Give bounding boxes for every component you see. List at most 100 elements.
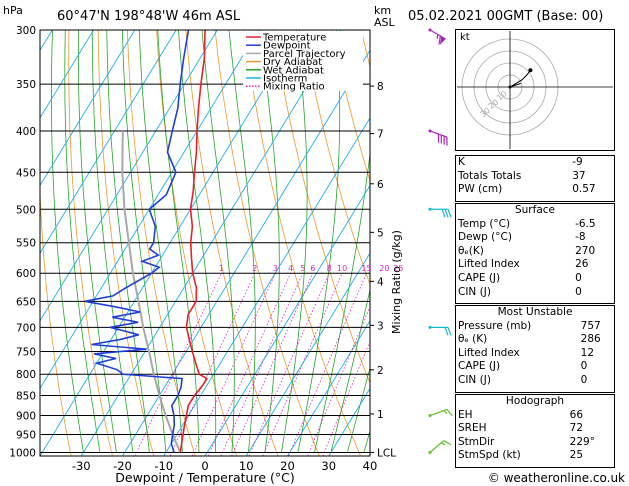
pressure-tick-label: 300 [16, 25, 36, 37]
mu-row: Lifted Index 12 [455, 347, 615, 361]
hpa-label: hPa [3, 4, 23, 17]
index-label: Lifted Index [458, 346, 520, 359]
pressure-tick-label: 800 [16, 369, 36, 381]
surface-row: Dewp (°C) -8 [455, 231, 615, 245]
legend-entry: Mixing Ratio [263, 82, 325, 93]
hodograph-title-row: Hodograph [455, 395, 615, 409]
pressure-tick-label: 750 [16, 347, 36, 359]
mu-row: θₑ (K) 286 [455, 333, 615, 347]
index-value: 25 [569, 449, 584, 462]
mixing-ratio-line [220, 273, 304, 456]
index-value: 0 [580, 373, 588, 386]
isotherm-line [245, 252, 370, 456]
pressure-tick-label: 1000 [9, 448, 36, 460]
most-unstable-table: Most Unstable Pressure (mb) 757 θₑ (K) 286… [455, 306, 615, 388]
index-value: 0.57 [572, 183, 596, 196]
mixing-ratio-line [288, 273, 367, 456]
wind-barb-staff [429, 408, 448, 417]
mixing-ratio-line [262, 273, 343, 456]
mixing-ratio-label: 4 [288, 264, 293, 273]
dry-adiabat-line [331, 30, 370, 183]
legend-entry: Wet Adiabat [263, 65, 324, 76]
pressure-tick-label: 700 [16, 322, 36, 334]
temp-tick-label: 0 [201, 459, 208, 473]
index-value: 26 [575, 258, 589, 271]
hodo-row: StmDir 229° [455, 436, 615, 450]
asl-label: ASL [374, 16, 396, 29]
surface-row: Lifted Index 26 [455, 258, 615, 272]
legend-entry: Dewpoint [263, 41, 311, 52]
index-value: 270 [575, 244, 596, 257]
surface-row: Temp (°C) -6.5 [455, 218, 615, 232]
index-label: Temp (°C) [458, 217, 511, 230]
temp-tick-label: 40 [363, 459, 378, 473]
index-value: 286 [580, 333, 601, 346]
index-value: -6.5 [575, 217, 596, 230]
km-tick-label: 5 [377, 227, 384, 239]
most-unstable-title-row: Most Unstable [455, 306, 615, 320]
isotherm-line [40, 30, 136, 187]
temp-tick-label: -20 [113, 459, 132, 473]
dry-adiabat-line [97, 30, 155, 456]
mixing-ratio-line [134, 273, 222, 456]
wet-adiabat-line [201, 30, 235, 453]
wind-barb-flag [446, 137, 448, 146]
index-value: 0 [580, 360, 588, 373]
hodograph-index-table: Hodograph EH 66 SREH 72 StmDir 229° StmSpd … [455, 395, 615, 463]
surface-title-row: Surface [455, 204, 615, 218]
index-label: CIN (J) [458, 373, 491, 386]
dry-adiabat-line [244, 30, 362, 456]
legend-entry: Temperature [262, 33, 326, 44]
temp-tick-label: -30 [72, 459, 91, 473]
wind-barb-flag [446, 408, 453, 417]
hodo-row: StmSpd (kt) 25 [455, 449, 615, 463]
storm-motion-vector [509, 82, 521, 88]
hodograph-index-box [455, 394, 615, 468]
index-label: Totals Totals [458, 169, 522, 182]
index-value: 229° [569, 435, 595, 448]
mixing-ratio-axis-label: Mixing Ratio (g/kg) [390, 230, 403, 334]
index-label: Lifted Index [458, 258, 520, 271]
index-label: EH [458, 408, 473, 421]
indices-table-top: K -9 Totals Totals 37 PW (cm) 0.57 [455, 156, 615, 197]
index-value: -8 [575, 231, 586, 244]
surface-box [455, 203, 615, 304]
pressure-tick-label: 350 [16, 79, 36, 91]
wind-barb-flag [444, 209, 449, 218]
wind-barb-dot [428, 414, 432, 418]
legend-entry: Dry Adiabat [263, 57, 322, 68]
km-tick-label: 1 [377, 409, 384, 421]
index-row-k: K -9 [455, 156, 615, 170]
index-value: 0 [575, 271, 582, 284]
mixing-ratio-line [231, 273, 314, 456]
wet-adiabat-line [178, 30, 217, 453]
hodograph-origin-dot [508, 85, 512, 89]
index-label: PW (cm) [458, 183, 503, 196]
wind-barb-flag [443, 440, 452, 446]
km-tick-label: 2 [377, 365, 384, 377]
pressure-tick-label: 500 [16, 204, 36, 216]
index-value: -9 [572, 156, 583, 168]
index-label: SREH [458, 422, 487, 435]
footer-credit: © weatheronline.co.uk [488, 471, 625, 485]
mixing-ratio-label: 15 [361, 264, 371, 273]
dewpoint-line [84, 30, 190, 453]
dry-adiabat-line [68, 30, 113, 456]
index-label: StmSpd (kt) [458, 449, 521, 462]
wind-barb-flag [443, 136, 445, 145]
mixing-ratio-label: 8 [327, 264, 332, 273]
wind-barb-dot [428, 129, 432, 133]
mixing-ratio-line [207, 273, 292, 456]
km-tick-label: LCL [377, 448, 396, 460]
temp-tick-label: 10 [239, 459, 254, 473]
temp-tick-label: 30 [321, 459, 336, 473]
index-label: K [458, 156, 465, 168]
datetime-title: 05.02.2021 00GMT (Base: 00) [408, 9, 603, 24]
index-value: 66 [569, 408, 584, 421]
mixing-ratio-label: 3 [273, 264, 278, 273]
surface-row: CAPE (J) 0 [455, 272, 615, 286]
index-label: θₑ (K) [458, 333, 488, 346]
dry-adiabat-line [214, 30, 320, 456]
